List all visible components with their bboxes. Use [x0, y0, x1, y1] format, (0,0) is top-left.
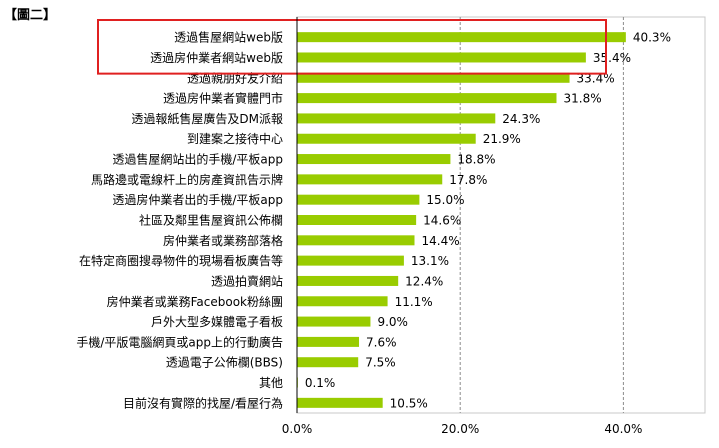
- figure-title: 【圖二】: [4, 8, 57, 23]
- category-label: 透過售屋網站出的手機/平板app: [112, 152, 283, 167]
- category-label: 透過親朋好友介紹: [187, 71, 283, 85]
- value-label: 33.4%: [577, 71, 615, 85]
- bar: [297, 235, 415, 246]
- category-label: 社區及鄰里售屋資訊公佈欄: [139, 213, 283, 228]
- category-label: 透過房仲業者網站web版: [150, 50, 283, 65]
- value-label: 7.5%: [365, 356, 396, 370]
- category-label: 房仲業者或業務Facebook粉絲團: [107, 294, 283, 309]
- value-label: 31.8%: [563, 92, 601, 106]
- bar: [297, 174, 443, 185]
- category-label: 透過售屋網站web版: [174, 30, 283, 45]
- value-label: 18.8%: [457, 153, 495, 167]
- category-label: 戶外大型多媒體電子看板: [151, 315, 283, 329]
- value-label: 14.4%: [422, 234, 460, 248]
- value-label: 11.1%: [395, 295, 433, 309]
- category-label: 透過電子公佈欄(BBS): [166, 355, 283, 370]
- category-label: 透過拍賣網站: [211, 273, 283, 288]
- bar: [297, 52, 586, 63]
- bar: [297, 275, 399, 286]
- value-label: 24.3%: [502, 112, 540, 126]
- category-label: 透過房仲業者實體門市: [163, 91, 283, 106]
- value-label: 9.0%: [377, 315, 408, 329]
- labels-layer: 透過售屋網站web版 40.3% 透過房仲業者網站web版 35.4% 透過親朋好友介紹…: [76, 19, 671, 410]
- category-label: 到建案之接待中心: [187, 131, 283, 146]
- category-label: 目前沒有實際的找屋/看屋行為: [123, 395, 283, 410]
- category-label: 手機/平版電腦網頁或app上的行動廣告: [76, 334, 283, 349]
- bar: [297, 32, 626, 43]
- bar: [297, 255, 404, 266]
- x-tick-label: 40.0%: [604, 422, 642, 436]
- bar: [297, 357, 359, 368]
- bar: [297, 397, 383, 408]
- highlight-box: [97, 19, 607, 75]
- value-label: 13.1%: [411, 254, 449, 268]
- category-label: 在特定商圈搜尋物件的現場看板廣告等: [79, 253, 283, 268]
- value-label: 40.3%: [633, 31, 671, 45]
- category-label: 透過房仲業者出的手機/平板app: [112, 192, 283, 207]
- bar: [297, 133, 476, 144]
- bars-layer: [297, 32, 626, 408]
- bar: [297, 72, 570, 83]
- x-tick-label: 0.0%: [282, 422, 313, 436]
- bar: [297, 336, 360, 347]
- bar: [297, 154, 451, 165]
- bar: [297, 296, 388, 307]
- axis-layer: 0.0% 20.0% 40.0%: [282, 17, 642, 436]
- category-label: 房仲業者或業務部落格: [163, 233, 283, 248]
- category-label: 馬路邊或電線杆上的房產資訊告示牌: [91, 172, 283, 187]
- value-label: 35.4%: [593, 51, 631, 65]
- category-label: 透過報紙售屋廣告及DM派報: [131, 111, 283, 126]
- x-tick-label: 20.0%: [441, 422, 479, 436]
- value-label: 10.5%: [390, 396, 428, 410]
- category-label: 其他: [259, 376, 283, 390]
- value-label: 15.0%: [426, 193, 464, 207]
- value-label: 14.6%: [423, 214, 461, 228]
- bar: [297, 215, 417, 225]
- bar: [297, 316, 371, 327]
- value-label: 21.9%: [483, 132, 521, 146]
- value-label: 17.8%: [449, 173, 487, 187]
- bar: [297, 93, 557, 104]
- value-label: 12.4%: [405, 274, 443, 288]
- bar: [297, 194, 420, 205]
- bar: [297, 113, 496, 124]
- value-label: 7.6%: [366, 335, 397, 349]
- value-label: 0.1%: [305, 376, 336, 390]
